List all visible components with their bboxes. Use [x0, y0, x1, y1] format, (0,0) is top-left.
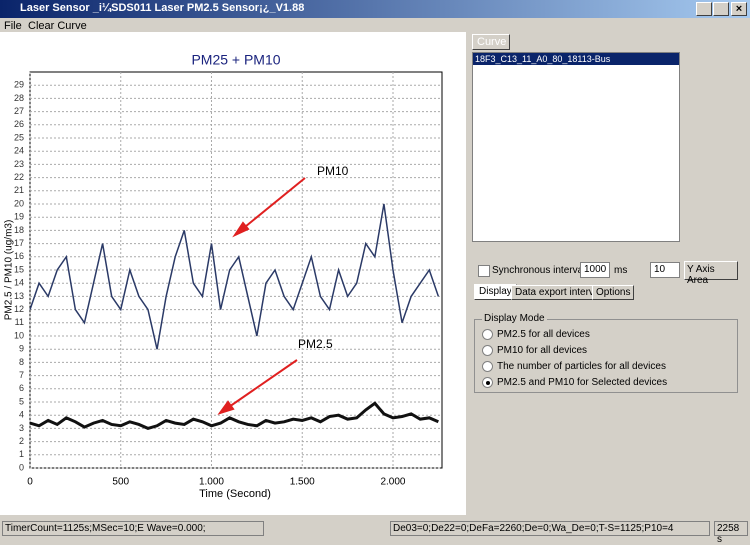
radio-option[interactable]: The number of particles for all devices — [482, 361, 666, 372]
status-bar: TimerCount=1125s;MSec=10;E Wave=0.000; D… — [0, 520, 750, 545]
radio-option[interactable]: PM2.5 and PM10 for Selected devices — [482, 377, 667, 388]
y-tick-label: 2 — [19, 436, 24, 446]
annotation: PM10 — [317, 164, 349, 178]
y-axis-label: PM2.5 / PM10 (ug/m3) — [4, 220, 15, 321]
y-tick-label: 6 — [19, 383, 24, 393]
radio-label: The number of particles for all devices — [497, 361, 666, 372]
unit: ms — [614, 265, 628, 276]
y-tick-label: 29 — [14, 80, 24, 90]
radio[interactable] — [482, 361, 493, 372]
checkbox[interactable] — [478, 265, 490, 277]
arrowhead — [217, 400, 235, 415]
y-tick-label: 18 — [14, 225, 24, 235]
button[interactable]: Y Axis Area — [684, 261, 738, 286]
input[interactable]: 1000 — [580, 262, 610, 278]
arrow — [225, 359, 298, 410]
y-tick-label: 12 — [14, 304, 24, 314]
y-tick-label: 21 — [14, 185, 24, 195]
menu-file[interactable]: File — [4, 20, 22, 32]
y-tick-label: 20 — [14, 198, 24, 208]
y-tick-label: 10 — [14, 330, 24, 340]
y-tick-label: 8 — [19, 357, 24, 367]
maximize-button[interactable] — [713, 2, 729, 16]
y-tick-label: 11 — [15, 317, 24, 327]
device-list: 18F3_C13_11_A0_80_18113-Bus — [472, 52, 680, 242]
side-panel: Curve 18F3_C13_11_A0_80_18113-Bus Synchr… — [466, 32, 750, 520]
radio[interactable] — [482, 345, 493, 356]
y-tick-label: 17 — [14, 238, 24, 248]
tab[interactable]: Curve — [472, 34, 510, 50]
x-tick-label: 1.000 — [199, 477, 224, 488]
checkbox-label: Synchronous interval — [492, 265, 586, 276]
radio[interactable] — [482, 329, 493, 340]
arrows — [217, 177, 306, 415]
y-tick-label: 3 — [19, 423, 24, 433]
display-mode-group — [474, 319, 738, 393]
radio-label: PM2.5 for all devices — [497, 329, 590, 340]
y-tick-label: 7 — [19, 370, 24, 380]
x-tick-label: 1.500 — [290, 477, 315, 488]
radio-label: PM10 for all devices — [497, 345, 588, 356]
y-tick-label: 15 — [14, 264, 24, 274]
close-button[interactable]: × — [731, 2, 747, 16]
x-tick-label: 0 — [27, 477, 33, 488]
y-tick-label: 23 — [14, 159, 24, 169]
series-line — [29, 203, 440, 350]
y-tick-label: 16 — [14, 251, 24, 261]
status-pane: 2258 s — [714, 521, 748, 545]
y-tick-label: 14 — [14, 278, 24, 288]
x-tick-label: 2.000 — [380, 477, 405, 488]
y-tick-label: 28 — [14, 93, 24, 103]
status-pane: De03=0;De22=0;DeFa=2260;De=0;Wa_De=0;T-S… — [390, 521, 710, 536]
y-tick-label: 22 — [14, 172, 24, 182]
status-pane: TimerCount=1125s;MSec=10;E Wave=0.000; — [2, 521, 264, 536]
y-tick-label: 24 — [14, 146, 24, 156]
radio-option[interactable]: PM10 for all devices — [482, 345, 587, 356]
radio[interactable] — [482, 377, 493, 388]
x-axis-label: Time (Second) — [199, 488, 271, 500]
y-tick-label: 25 — [14, 132, 24, 142]
y-tick-label: 13 — [14, 291, 24, 301]
annotation: PM2.5 — [298, 337, 333, 351]
y-tick-label: 4 — [19, 410, 24, 420]
title-bar: Laser Sensor _i¼SDS011 Laser PM2.5 Senso… — [0, 0, 750, 18]
arrowhead — [232, 221, 250, 238]
y-tick-label: 9 — [19, 344, 24, 354]
radio-label: PM2.5 and PM10 for Selected devices — [497, 377, 668, 388]
y-tick-label: 19 — [14, 212, 24, 222]
minimize-button[interactable] — [696, 2, 712, 16]
list-item[interactable]: 18F3_C13_11_A0_80_18113-Bus — [473, 53, 679, 65]
y-tick-label: 5 — [19, 396, 24, 406]
x-tick-label: 500 — [112, 477, 129, 488]
chart-title: PM25 + PM10 — [191, 52, 280, 68]
y-tick-label: 27 — [14, 106, 24, 116]
arrow — [239, 177, 306, 232]
window-title: Laser Sensor _i¼SDS011 Laser PM2.5 Senso… — [20, 2, 305, 14]
input[interactable]: 10 — [650, 262, 680, 278]
chart: 0123456789101112131415161718192021222324… — [0, 32, 466, 515]
y-tick-label: 1 — [19, 449, 24, 459]
group-title: Display Mode — [482, 313, 547, 324]
y-tick-label: 0 — [19, 462, 24, 472]
series-line — [29, 401, 439, 430]
radio-option[interactable]: PM2.5 for all devices — [482, 329, 590, 340]
menu-clear-curve[interactable]: Clear Curve — [28, 20, 87, 32]
y-tick-label: 26 — [14, 119, 24, 129]
tab[interactable]: Options — [592, 285, 635, 300]
